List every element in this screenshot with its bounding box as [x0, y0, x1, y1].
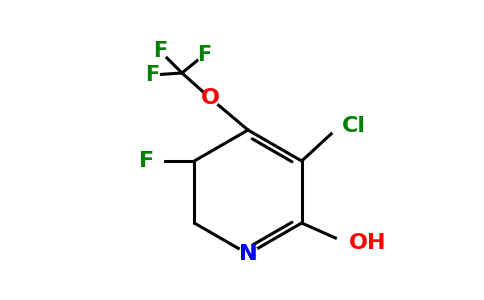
Text: F: F: [145, 65, 159, 85]
Text: F: F: [153, 41, 167, 61]
Text: O: O: [200, 88, 220, 108]
Text: N: N: [239, 244, 257, 264]
Text: N: N: [239, 244, 257, 264]
Text: OH: OH: [348, 233, 386, 253]
Text: Cl: Cl: [342, 116, 366, 136]
Text: F: F: [139, 151, 154, 171]
Text: F: F: [197, 45, 211, 65]
